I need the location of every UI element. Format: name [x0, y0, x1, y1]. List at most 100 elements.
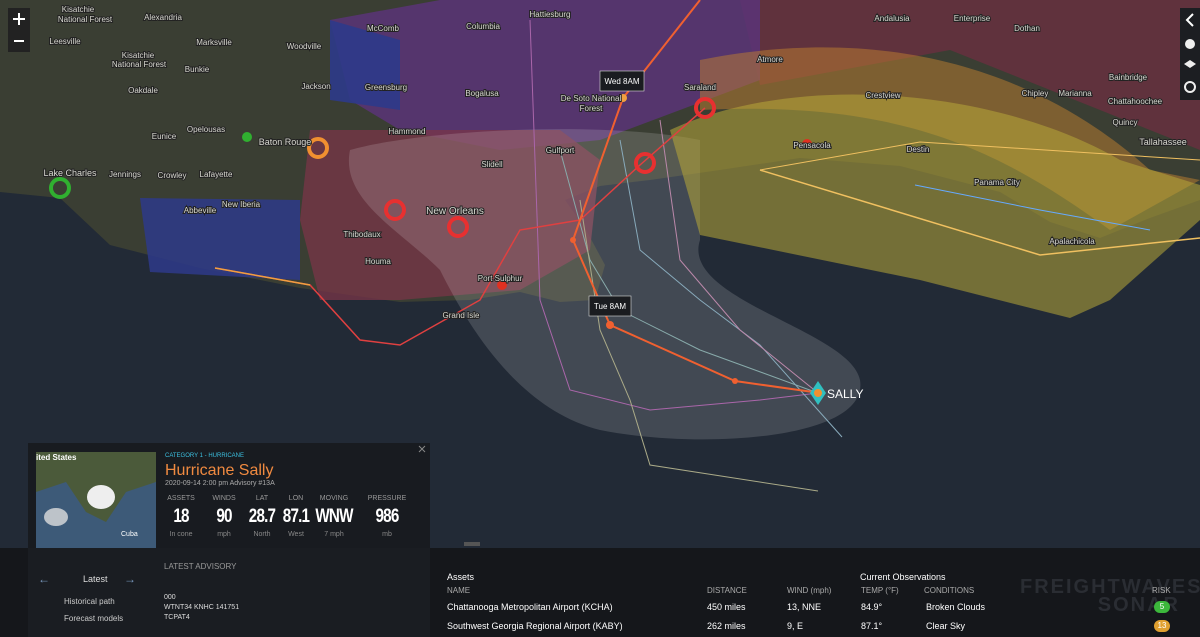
stat-label: ASSETS: [167, 495, 195, 502]
place-label: Hattiesburg: [530, 10, 571, 19]
map: Kisatchie National Forest Alexandria Lee…: [0, 0, 1200, 548]
observations-title[interactable]: Current Observations: [860, 572, 946, 582]
thumbnail: ited States Cuba: [36, 452, 156, 552]
place-label: Abbeville: [184, 206, 217, 215]
close-button[interactable]: [418, 445, 426, 453]
storm-label: SALLY: [827, 387, 863, 401]
thumbnail-storm: [87, 485, 115, 509]
stat-unit: West: [288, 531, 304, 538]
advisory-line: WTNT34 KNHC 141751: [164, 604, 240, 611]
track: [214, 267, 311, 286]
weather-button[interactable]: [1185, 39, 1195, 49]
watch-area: [670, 94, 1200, 318]
assets-title: Assets: [447, 572, 475, 582]
place-label: Chattahoochee: [1108, 97, 1163, 106]
search-button[interactable]: [1184, 81, 1196, 93]
place-label: Saraland: [684, 83, 716, 92]
stat-label: LON: [288, 495, 304, 502]
place-label: Forest: [580, 104, 603, 113]
marker: [802, 139, 812, 149]
place-label: Leesville: [49, 37, 81, 46]
layer-toggle[interactable]: Forecast models: [64, 614, 124, 623]
callout-box: [599, 70, 645, 92]
stat-unit: North: [253, 531, 271, 538]
sidebar: ← Latest → Historical path Forecast mode…: [28, 548, 430, 637]
stat: PRESSURE 986 mb: [362, 495, 412, 538]
thumbnail-cloud: [44, 508, 68, 526]
layer-toggle[interactable]: Historical path: [64, 597, 115, 606]
storm-center: [814, 389, 822, 397]
place-label: Enterprise: [954, 14, 991, 23]
category: CATEGORY 1 - HURRICANE: [165, 453, 245, 459]
place-label: Lafayette: [200, 170, 233, 179]
next-button[interactable]: →: [124, 572, 136, 586]
thumbnail-label: Cuba: [121, 531, 138, 538]
markers: [49, 94, 826, 405]
cell: 87.1°: [861, 621, 883, 631]
column-header[interactable]: DISTANCE: [707, 586, 747, 595]
stat-unit: mph: [217, 531, 231, 538]
cell: Southwest Georgia Regional Airport (KABY…: [447, 621, 623, 631]
marker: [497, 280, 507, 290]
cell: 262 miles: [707, 621, 746, 631]
region: [740, 0, 1200, 150]
column-header: WIND (mph): [787, 586, 832, 595]
place-label: Bainbridge: [1109, 73, 1148, 82]
column-header: TEMP (°F): [861, 586, 899, 595]
stat: WINDS 90 mph: [199, 495, 249, 538]
place-label: Marksville: [196, 38, 232, 47]
place-label: Andalusia: [874, 14, 910, 23]
place-label: Kisatchie: [122, 51, 155, 60]
place-label: New Iberia: [222, 200, 261, 209]
region: [300, 130, 600, 300]
stat-value: 87.1: [282, 506, 310, 527]
place-label: Kisatchie: [62, 5, 95, 14]
place-label: Destin: [907, 145, 930, 154]
forecast-point-label: Tue 8AM: [594, 302, 626, 311]
stat: MOVING WNW 7 mph: [309, 495, 359, 538]
place-label: New Orleans: [426, 206, 484, 217]
advisory-line: TCPAT4: [164, 614, 190, 621]
place-label: Jennings: [109, 170, 141, 179]
place-label: Eunice: [152, 132, 177, 141]
risk-badge: 13: [1154, 620, 1170, 632]
track: [759, 141, 1200, 171]
cell: 13, NNE: [787, 602, 822, 612]
place-label: Gulfport: [546, 146, 575, 155]
place-label: National Forest: [58, 15, 113, 24]
layers-button[interactable]: [1184, 60, 1196, 68]
stat-value: WNW: [315, 506, 353, 527]
column-header: NAME: [447, 586, 471, 595]
zoom-controls[interactable]: [8, 8, 30, 52]
region: [330, 20, 400, 110]
latest: Latest: [83, 574, 108, 584]
place-label: Houma: [365, 257, 391, 266]
cell: 9, E: [787, 621, 804, 631]
place-label: Marianna: [1058, 89, 1092, 98]
place-label: Bogalusa: [465, 89, 499, 98]
marker: [242, 132, 252, 142]
stat-label: WINDS: [212, 495, 236, 502]
place-label: Oakdale: [128, 86, 158, 95]
stat-label: MOVING: [319, 495, 349, 502]
place-label: Jackson: [301, 82, 330, 91]
place-label: Tallahassee: [1139, 137, 1187, 147]
toolbar-bg: [1180, 8, 1200, 100]
marker: [49, 177, 71, 199]
drag-handle[interactable]: [464, 542, 480, 546]
icon: [418, 445, 426, 453]
place-label: Quincy: [1113, 118, 1138, 127]
marker: [634, 152, 656, 174]
place-label: De Soto National: [561, 94, 622, 103]
icon: [13, 13, 25, 25]
stat-unit: In cone: [169, 531, 193, 538]
stat-unit: 7 mph: [324, 531, 344, 538]
stat-value: 90: [216, 506, 232, 527]
place-label: Thibodaux: [343, 230, 380, 239]
place-label: Grand Isle: [443, 311, 480, 320]
stat-value: 986: [375, 506, 400, 527]
place-label: Dothan: [1014, 24, 1040, 33]
prev-button[interactable]: ←: [38, 572, 50, 586]
collapse-button[interactable]: [1185, 13, 1194, 27]
toolbar: [1180, 8, 1200, 100]
